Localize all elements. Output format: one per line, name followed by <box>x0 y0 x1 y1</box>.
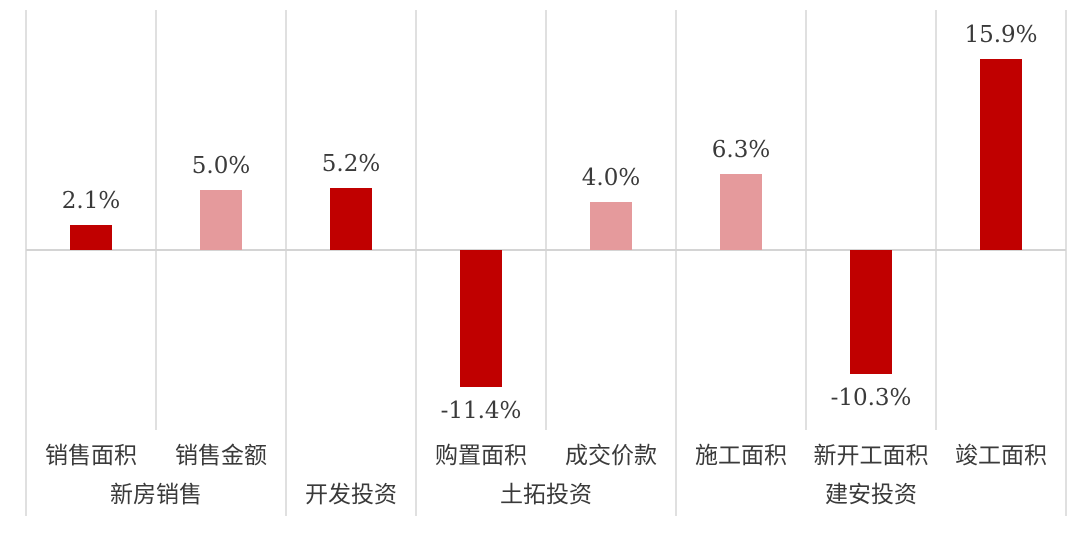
group-separator-line <box>285 10 287 516</box>
category-separator-line <box>805 10 807 430</box>
category-separator-line <box>545 10 547 430</box>
bar-value-label: 5.2% <box>321 150 381 177</box>
category-label: 新开工面积 <box>813 443 929 469</box>
bar <box>590 202 632 250</box>
bar-value-label: 4.0% <box>581 165 641 191</box>
bar-value-label: 5.0% <box>191 153 251 179</box>
group-label: 新房销售 <box>110 482 202 508</box>
bar-value-label: 6.3% <box>711 137 771 164</box>
group-separator-line <box>675 10 677 516</box>
bar-value-label: -11.4% <box>440 397 522 424</box>
category-label: 竣工面积 <box>955 443 1047 469</box>
category-label: 购置面积 <box>435 443 527 469</box>
category-separator-line <box>155 10 157 430</box>
category-separator-line <box>935 10 937 430</box>
group-label: 开发投资 <box>305 482 397 508</box>
bar-value-label: 15.9% <box>964 22 1038 49</box>
group-separator-line <box>415 10 417 516</box>
bar <box>200 190 242 250</box>
bar <box>850 250 892 374</box>
bar <box>70 224 112 250</box>
category-label: 成交价款 <box>565 443 657 469</box>
zero-axis-line <box>26 249 1066 251</box>
bar-value-label: 2.1% <box>61 187 121 214</box>
group-separator-line <box>1065 10 1067 516</box>
bar <box>980 59 1022 250</box>
category-label: 销售面积 <box>45 443 137 469</box>
bar-value-label: -10.3% <box>830 384 912 411</box>
bar <box>330 187 372 250</box>
group-label: 建安投资 <box>825 482 917 508</box>
group-separator-line <box>25 10 27 516</box>
category-label: 施工面积 <box>695 443 787 469</box>
category-label: 销售金额 <box>175 443 267 469</box>
bar <box>460 250 502 387</box>
group-label: 土拓投资 <box>500 482 592 508</box>
bar <box>720 174 762 250</box>
